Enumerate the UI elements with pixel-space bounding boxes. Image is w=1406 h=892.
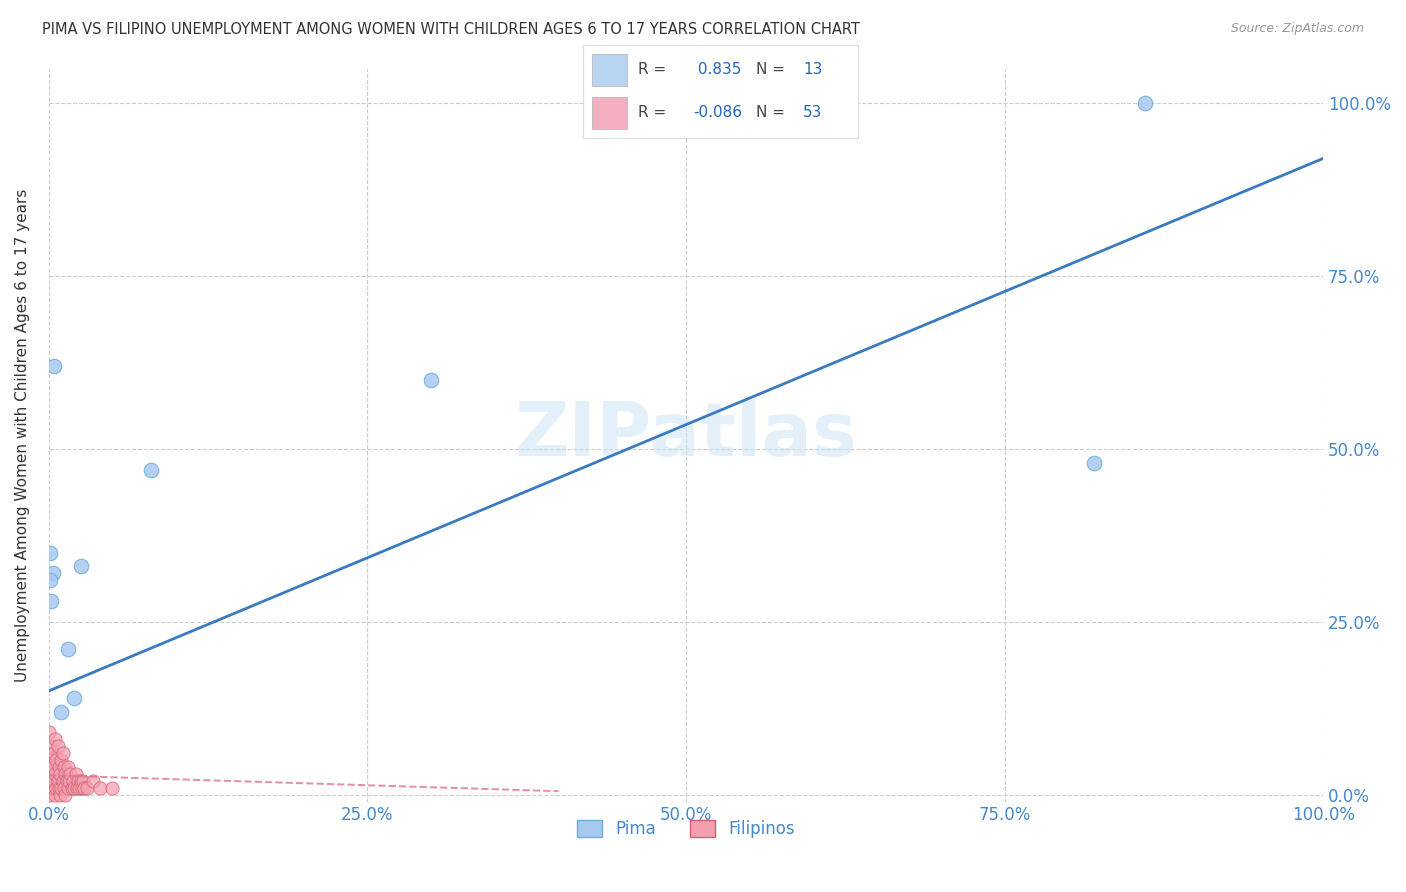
Point: [56, 642, 79, 657]
Point: [69, 559, 91, 574]
Point: [1083, 456, 1105, 470]
Point: [60, 780, 83, 795]
Y-axis label: Unemployment Among Women with Children Ages 6 to 17 years: Unemployment Among Women with Children A…: [15, 188, 30, 681]
Text: Source: ZipAtlas.com: Source: ZipAtlas.com: [1230, 22, 1364, 36]
Point: [48, 760, 70, 774]
Point: [52, 773, 75, 788]
Point: [41, 780, 63, 795]
Point: [42, 359, 65, 373]
Point: [51, 705, 73, 719]
Point: [56, 760, 79, 774]
Text: N =: N =: [756, 105, 785, 120]
Point: [39, 594, 62, 608]
Text: 0.835: 0.835: [693, 62, 741, 78]
Point: [39, 767, 62, 781]
FancyBboxPatch shape: [592, 97, 627, 129]
Point: [51, 780, 73, 795]
Point: [89, 780, 111, 795]
Point: [53, 780, 76, 795]
Point: [70, 780, 93, 795]
Text: 53: 53: [803, 105, 823, 120]
Point: [49, 788, 72, 802]
Text: N =: N =: [756, 62, 785, 78]
Point: [44, 788, 66, 802]
Point: [1133, 96, 1156, 111]
Point: [42, 773, 65, 788]
Text: 13: 13: [803, 62, 823, 78]
Point: [44, 732, 66, 747]
Point: [38, 760, 60, 774]
FancyBboxPatch shape: [592, 54, 627, 86]
Point: [53, 767, 76, 781]
Point: [48, 780, 70, 795]
Point: [72, 773, 94, 788]
Point: [39, 574, 62, 588]
Point: [53, 760, 76, 774]
Text: -0.086: -0.086: [693, 105, 742, 120]
Point: [38, 725, 60, 739]
Point: [46, 739, 69, 754]
Point: [39, 780, 62, 795]
Point: [45, 753, 67, 767]
Point: [51, 753, 73, 767]
Text: ZIPatlas: ZIPatlas: [515, 399, 858, 472]
Point: [59, 767, 82, 781]
Point: [66, 780, 89, 795]
Point: [42, 746, 65, 760]
Point: [45, 780, 67, 795]
Text: PIMA VS FILIPINO UNEMPLOYMENT AMONG WOMEN WITH CHILDREN AGES 6 TO 17 YEARS CORRE: PIMA VS FILIPINO UNEMPLOYMENT AMONG WOME…: [42, 22, 860, 37]
Point: [52, 746, 75, 760]
Point: [62, 773, 84, 788]
Point: [69, 773, 91, 788]
Point: [46, 773, 69, 788]
Point: [38, 773, 60, 788]
Point: [101, 780, 124, 795]
Point: [49, 767, 72, 781]
Legend: Pima, Filipinos: Pima, Filipinos: [571, 813, 801, 845]
Point: [67, 780, 90, 795]
Point: [63, 690, 86, 705]
Point: [39, 773, 62, 788]
Point: [139, 462, 162, 476]
Point: [38, 746, 60, 760]
Point: [39, 753, 62, 767]
Point: [53, 788, 76, 802]
Point: [420, 373, 443, 387]
Point: [41, 566, 63, 581]
Point: [44, 767, 66, 781]
Point: [39, 546, 62, 560]
Point: [39, 739, 62, 754]
Text: R =: R =: [638, 62, 666, 78]
Point: [67, 773, 90, 788]
Text: R =: R =: [638, 105, 666, 120]
Point: [76, 780, 98, 795]
Point: [73, 780, 96, 795]
Point: [55, 773, 77, 788]
Point: [65, 767, 87, 781]
Point: [41, 760, 63, 774]
Point: [58, 773, 80, 788]
Point: [56, 780, 79, 795]
Point: [63, 780, 86, 795]
Point: [82, 773, 104, 788]
Point: [38, 788, 60, 802]
